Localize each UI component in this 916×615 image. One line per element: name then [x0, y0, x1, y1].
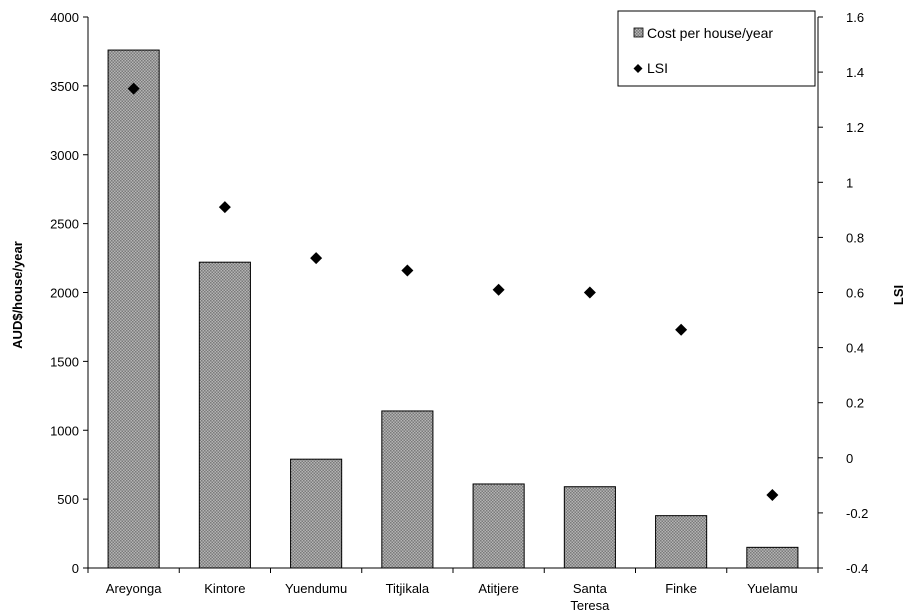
x-tick-label: Atitjere — [478, 581, 518, 596]
legend-bar-label: Cost per house/year — [647, 25, 773, 41]
bar — [655, 515, 708, 569]
x-tick-label: Yuelamu — [747, 581, 798, 596]
y-tick-label: 0 — [72, 561, 79, 576]
y-tick-label: 4000 — [50, 10, 79, 25]
bar-series — [107, 49, 799, 569]
y2-tick-label: 0.4 — [846, 341, 864, 356]
lsi-series — [127, 82, 779, 501]
y2-axis-title: LSI — [891, 285, 906, 305]
y-tick-label: 1500 — [50, 354, 79, 369]
x-axis-labels: Areyonga Kintore Yuendumu Titjikala Atitjere… — [87, 568, 819, 613]
y2-tick-label: -0.2 — [846, 506, 868, 521]
x-tick-label: Teresa — [570, 598, 610, 613]
bar — [290, 458, 343, 569]
axes — [87, 17, 819, 569]
y2-tick-label: -0.4 — [846, 561, 868, 576]
x-tick-label: Titjikala — [386, 581, 430, 596]
x-tick-label: Finke — [665, 581, 697, 596]
y2-tick-label: 0.6 — [846, 286, 864, 301]
legend-lsi-marker — [633, 64, 643, 73]
y2-tick-label: 0 — [846, 451, 853, 466]
bar — [563, 486, 616, 569]
lsi-point — [310, 252, 323, 265]
y-tick-label: 1000 — [50, 423, 79, 438]
lsi-point — [401, 264, 414, 277]
y2-tick-label: 1 — [846, 175, 853, 190]
lsi-point — [218, 201, 231, 214]
bar — [381, 410, 434, 569]
y-tick-label: 3500 — [50, 79, 79, 94]
y-tick-label: 2500 — [50, 217, 79, 232]
x-tick-label: Yuendumu — [285, 581, 347, 596]
legend-box — [617, 10, 816, 87]
y-tick-label: 3000 — [50, 148, 79, 163]
right-axis-ticks: -0.4 -0.2 0 0.2 0.4 0.6 0.8 1 1.2 1.4 1.6 — [818, 10, 868, 576]
legend-lsi-label: LSI — [647, 60, 668, 76]
y2-tick-label: 1.6 — [846, 10, 864, 25]
bar — [746, 546, 799, 569]
left-axis-ticks: 0 500 1000 1500 2000 2500 3000 3500 4000 — [50, 10, 88, 576]
legend: Cost per house/year LSI — [617, 10, 816, 87]
lsi-point — [766, 488, 779, 501]
lsi-point — [675, 323, 688, 336]
lsi-point — [492, 283, 505, 296]
x-tick-label: Santa — [573, 581, 608, 596]
y2-tick-label: 0.2 — [846, 396, 864, 411]
y2-tick-label: 1.2 — [846, 120, 864, 135]
lsi-point — [127, 82, 140, 95]
x-tick-label: Areyonga — [106, 581, 162, 596]
x-tick-label: Kintore — [204, 581, 245, 596]
y2-tick-label: 1.4 — [846, 65, 864, 80]
bar — [198, 261, 251, 569]
y-axis-title: AUD$/house/year — [10, 241, 25, 349]
legend-bar-swatch — [633, 27, 644, 38]
y-tick-label: 2000 — [50, 286, 79, 301]
bar — [472, 483, 525, 569]
bar — [107, 49, 160, 569]
lsi-point — [583, 286, 596, 299]
y-tick-label: 500 — [57, 492, 79, 507]
y2-tick-label: 0.8 — [846, 230, 864, 245]
